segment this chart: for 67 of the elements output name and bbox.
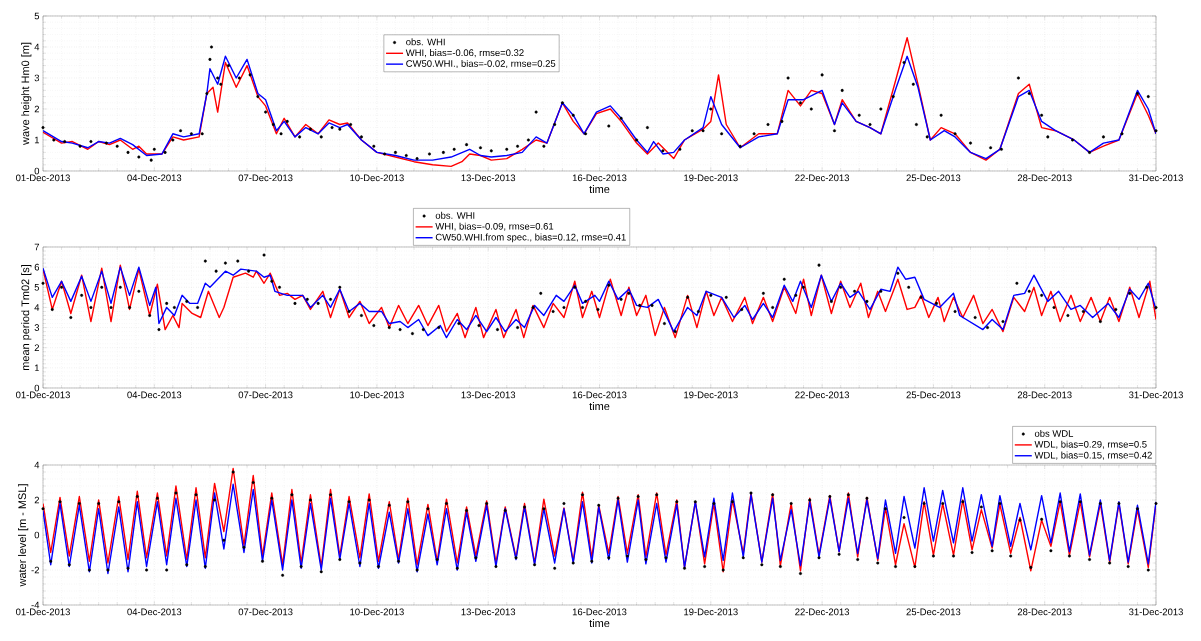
legend-label: obs. WHI xyxy=(435,211,475,219)
y-tick-label: 3 xyxy=(34,74,40,82)
x-tick-label: 04-Dec-2013 xyxy=(127,174,182,182)
legend-label: obs WDL xyxy=(1034,429,1074,437)
x-tick-label: 25-Dec-2013 xyxy=(906,608,961,616)
legend-label: WDL, bias=0.29, rmse=0.5 xyxy=(1034,440,1147,449)
y-tick-label: 0 xyxy=(34,167,40,175)
y-tick-label: 1 xyxy=(34,136,40,144)
x-tick-label: 16-Dec-2013 xyxy=(572,391,627,399)
y-tick-label: 5 xyxy=(34,283,40,291)
x-tick-label: 01-Dec-2013 xyxy=(16,608,70,616)
y-tick-label: 4 xyxy=(34,461,40,469)
y-tick-label: 0 xyxy=(34,384,40,392)
y-tick-label: 3 xyxy=(34,324,40,331)
x-tick-label: 22-Dec-2013 xyxy=(795,608,850,616)
y-tick-label: -2 xyxy=(31,566,40,574)
y-tick-label: 4 xyxy=(34,43,40,51)
legend-label: WHI, bias=-0.06, rmse=0.32 xyxy=(405,49,524,58)
x-tick-label: 19-Dec-2013 xyxy=(684,608,738,616)
x-tick-label: 22-Dec-2013 xyxy=(795,391,850,399)
y-axis-title: mean period Tm02 [s] xyxy=(21,265,32,371)
x-tick-label: 31-Dec-2013 xyxy=(1129,174,1183,182)
x-tick-label: 07-Dec-2013 xyxy=(238,391,293,399)
y-tick-label: 4 xyxy=(34,304,40,311)
x-tick-label: 10-Dec-2013 xyxy=(350,174,404,182)
y-tick-label: 0 xyxy=(34,531,40,539)
y-axis-title: water level [m - MSL] xyxy=(18,484,29,587)
x-tick-label: 28-Dec-2013 xyxy=(1017,391,1072,399)
x-tick-label: 04-Dec-2013 xyxy=(127,391,182,399)
x-axis-title: time xyxy=(589,619,610,628)
y-axis-title: wave height Hm0 [m] xyxy=(21,42,32,145)
x-tick-label: 01-Dec-2013 xyxy=(16,391,70,399)
x-tick-label: 28-Dec-2013 xyxy=(1017,174,1072,182)
y-tick-label: 6 xyxy=(34,263,40,271)
x-tick-label: 19-Dec-2013 xyxy=(684,391,738,399)
legend-label: CW50.WHI.from spec., bias=0.12, rmse=0.41 xyxy=(435,233,626,243)
x-tick-label: 16-Dec-2013 xyxy=(572,174,627,182)
x-tick-label: 10-Dec-2013 xyxy=(350,391,404,399)
y-tick-label: -4 xyxy=(31,601,40,609)
x-tick-label: 13-Dec-2013 xyxy=(461,608,516,616)
x-tick-label: 01-Dec-2013 xyxy=(16,174,70,182)
x-tick-label: 13-Dec-2013 xyxy=(461,174,516,182)
y-tick-label: 2 xyxy=(34,496,40,504)
x-tick-label: 10-Dec-2013 xyxy=(350,608,404,616)
x-axis-title: time xyxy=(589,402,610,411)
x-tick-label: 07-Dec-2013 xyxy=(238,174,293,182)
x-tick-label: 19-Dec-2013 xyxy=(684,174,738,182)
y-tick-label: 1 xyxy=(34,364,40,372)
x-tick-label: 25-Dec-2013 xyxy=(906,391,961,399)
x-tick-label: 04-Dec-2013 xyxy=(127,608,182,616)
y-tick-label: 7 xyxy=(34,243,40,251)
x-tick-label: 13-Dec-2013 xyxy=(461,391,516,399)
x-tick-label: 22-Dec-2013 xyxy=(795,174,850,182)
x-tick-label: 07-Dec-2013 xyxy=(238,608,293,616)
x-tick-label: 31-Dec-2013 xyxy=(1129,391,1183,399)
y-tick-label: 2 xyxy=(34,344,40,352)
y-tick-label: 5 xyxy=(34,12,40,20)
x-tick-label: 31-Dec-2013 xyxy=(1129,608,1183,616)
x-axis-title: time xyxy=(589,185,610,194)
legend-label: CW50.WHI., bias=-0.02, rmse=0.25 xyxy=(406,59,556,69)
x-tick-label: 25-Dec-2013 xyxy=(906,174,961,182)
y-tick-label: 2 xyxy=(34,105,40,113)
legend-label: obs. WHI xyxy=(406,38,445,46)
legend-label: WHI, bias=-0.09, rmse=0.61 xyxy=(435,222,554,231)
legend-label: WDL, bias=0.15, rmse=0.42 xyxy=(1034,451,1152,460)
x-tick-label: 28-Dec-2013 xyxy=(1017,608,1072,616)
x-tick-label: 16-Dec-2013 xyxy=(572,608,627,616)
